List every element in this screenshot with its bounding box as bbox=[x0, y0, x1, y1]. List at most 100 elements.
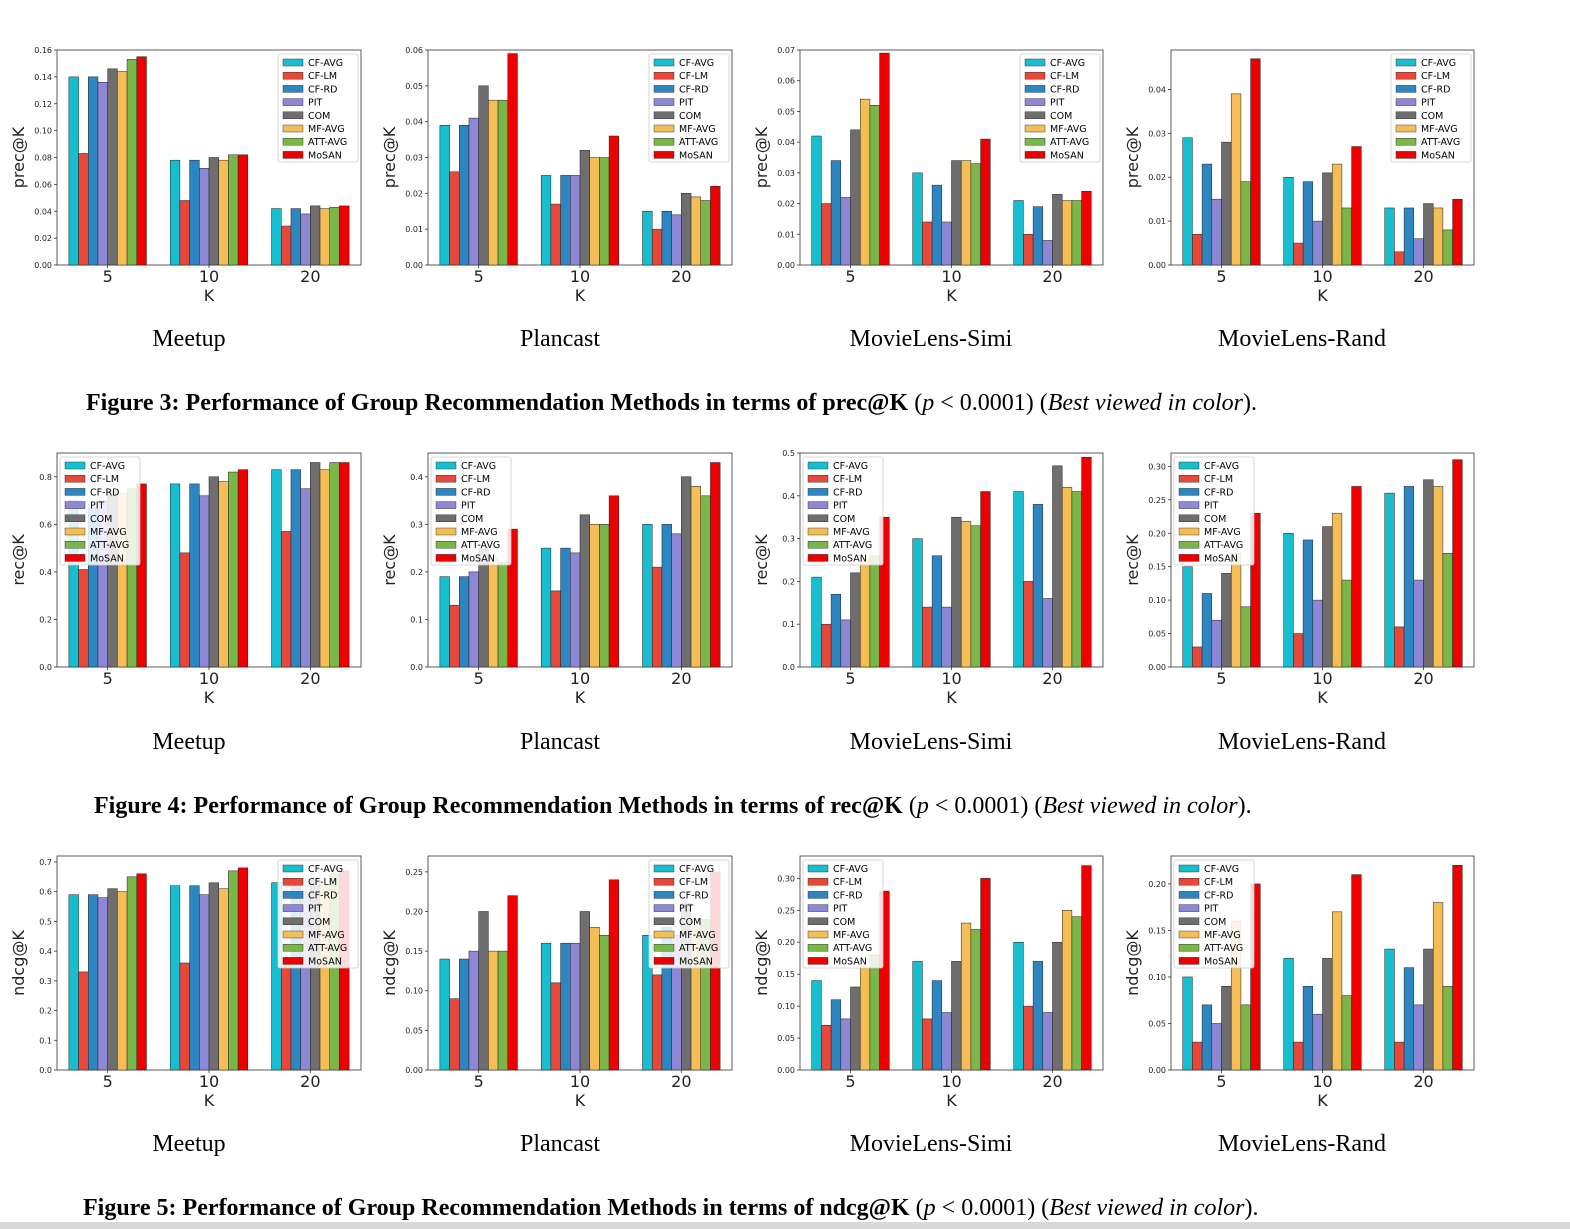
bar-cf-avg bbox=[642, 211, 653, 266]
y-tick-label: 0.03 bbox=[405, 154, 423, 163]
bar-cf-rd bbox=[1403, 486, 1415, 668]
x-tick-label: 10 bbox=[1312, 669, 1332, 688]
bar-cf-rd bbox=[1032, 961, 1044, 1071]
panel-subtitle: MovieLens-Simi bbox=[850, 1131, 1013, 1157]
bar-mf-avg bbox=[690, 196, 701, 266]
y-tick-label: 0.3 bbox=[782, 535, 795, 544]
y-axis-label: rec@K bbox=[9, 534, 28, 586]
bar-cf-avg bbox=[811, 980, 822, 1071]
y-tick-label: 0.15 bbox=[777, 970, 795, 979]
y-tick-label: 0.2 bbox=[410, 568, 423, 577]
bar-mf-avg bbox=[960, 922, 972, 1071]
legend-swatch bbox=[1395, 124, 1417, 133]
chart-panel: 0.00 0.05 0.10 0.15 0.20 0.25 ndcg@K 5 10 20 K CF-A… bbox=[380, 855, 733, 1110]
legend-swatch bbox=[807, 864, 829, 873]
bar-cf-lm bbox=[179, 200, 190, 266]
legend-label: COM bbox=[679, 917, 701, 928]
y-tick-label: 0.00 bbox=[34, 261, 52, 270]
legend: CF-AVG CF-LM CF-RD PIT COM MF-AVG ATT-AVG MoSAN bbox=[1173, 456, 1255, 566]
x-tick-label: 20 bbox=[671, 669, 691, 688]
y-tick-label: 0.05 bbox=[405, 82, 423, 91]
panel-subtitle: Meetup bbox=[152, 1131, 225, 1157]
legend-swatch bbox=[807, 527, 829, 536]
bar-com bbox=[1221, 986, 1232, 1071]
legend-swatch bbox=[1024, 124, 1046, 133]
bar-pit bbox=[941, 1012, 952, 1071]
y-tick-label: 0.10 bbox=[1148, 973, 1166, 982]
bar-pit bbox=[199, 894, 210, 1071]
bar-cf-avg bbox=[540, 175, 552, 266]
x-tick-label: 10 bbox=[199, 267, 219, 286]
bar-com bbox=[681, 193, 692, 266]
bar-mf-avg bbox=[1230, 553, 1242, 668]
bar-mosan bbox=[980, 138, 991, 266]
legend-swatch bbox=[282, 891, 304, 899]
legend-label: MF-AVG bbox=[308, 930, 345, 941]
y-tick-label: 0.2 bbox=[39, 615, 52, 624]
bar-cf-rd bbox=[1201, 163, 1213, 266]
legend-label: MF-AVG bbox=[679, 124, 716, 135]
bar-mosan bbox=[507, 53, 518, 266]
legend-swatch bbox=[1395, 71, 1417, 80]
legend-swatch bbox=[653, 85, 675, 93]
x-axis-label: K bbox=[1317, 1091, 1328, 1110]
bar-mosan bbox=[1250, 512, 1261, 668]
chart-panel: 0.00 0.01 0.02 0.03 0.04 0.05 0.06 0.07 prec@K 5 1… bbox=[752, 46, 1104, 305]
bar-cf-rd bbox=[459, 958, 470, 1071]
legend-label: COM bbox=[833, 917, 855, 928]
legend-swatch bbox=[807, 891, 829, 899]
legend: CF-AVG CF-LM CF-RD PIT COM MF-AVG ATT-AVG MoSAN bbox=[59, 456, 141, 566]
bar-cf-lm bbox=[449, 171, 460, 266]
legend-box bbox=[1173, 859, 1255, 969]
bar-pit bbox=[1312, 599, 1323, 668]
bar-com bbox=[478, 547, 489, 668]
bar-att-avg bbox=[1071, 200, 1082, 266]
legend-swatch bbox=[282, 111, 304, 120]
panel-subtitle: Plancast bbox=[520, 1131, 600, 1157]
bar-com bbox=[1322, 958, 1333, 1071]
legend-swatch bbox=[282, 124, 304, 133]
bar-mf-avg bbox=[690, 486, 701, 668]
bar-att-avg bbox=[1341, 995, 1352, 1071]
legend-label: PIT bbox=[461, 501, 476, 512]
bar-cf-lm bbox=[1293, 633, 1304, 668]
legend-label: CF-LM bbox=[308, 71, 337, 82]
y-tick-label: 0.14 bbox=[34, 73, 52, 82]
bar-mf-avg bbox=[218, 159, 229, 266]
bar-com bbox=[1052, 465, 1063, 668]
bar-mosan bbox=[1351, 874, 1362, 1071]
legend-swatch bbox=[807, 957, 829, 965]
bar-att-avg bbox=[599, 157, 610, 266]
bar-pit bbox=[570, 175, 581, 266]
legend-box bbox=[1019, 53, 1101, 163]
y-tick-label: 0.07 bbox=[777, 46, 795, 55]
bar-mf-avg bbox=[1432, 902, 1444, 1071]
y-tick-label: 0.10 bbox=[405, 987, 423, 996]
bar-cf-rd bbox=[88, 76, 99, 266]
y-tick-label: 0.10 bbox=[777, 1002, 795, 1011]
bar-cf-lm bbox=[1192, 1041, 1203, 1071]
y-tick-label: 0.1 bbox=[410, 615, 423, 624]
panel-subtitle: MovieLens-Simi bbox=[850, 326, 1013, 352]
bar-cf-avg bbox=[1182, 137, 1193, 266]
legend-swatch bbox=[64, 501, 86, 509]
x-tick-label: 20 bbox=[671, 267, 691, 286]
legend: CF-AVG CF-LM CF-RD PIT COM MF-AVG ATT-AVG MoSAN bbox=[802, 859, 884, 969]
legend-swatch bbox=[64, 527, 86, 536]
bar-cf-rd bbox=[661, 524, 672, 668]
y-tick-label: 0.12 bbox=[34, 100, 52, 109]
x-tick-label: 5 bbox=[1216, 267, 1226, 286]
y-tick-label: 0.30 bbox=[1148, 462, 1166, 471]
bar-cf-avg bbox=[169, 159, 181, 266]
y-tick-label: 0.8 bbox=[39, 473, 52, 482]
x-tick-label: 20 bbox=[671, 1072, 691, 1091]
x-tick-label: 20 bbox=[1042, 1072, 1062, 1091]
legend-label: ATT-AVG bbox=[833, 540, 872, 551]
legend-label: CF-RD bbox=[833, 890, 862, 901]
legend-label: PIT bbox=[679, 904, 694, 915]
y-axis-label: ndcg@K bbox=[752, 930, 771, 996]
legend-label: CF-LM bbox=[1204, 877, 1233, 888]
bar-mf-avg bbox=[859, 98, 871, 266]
